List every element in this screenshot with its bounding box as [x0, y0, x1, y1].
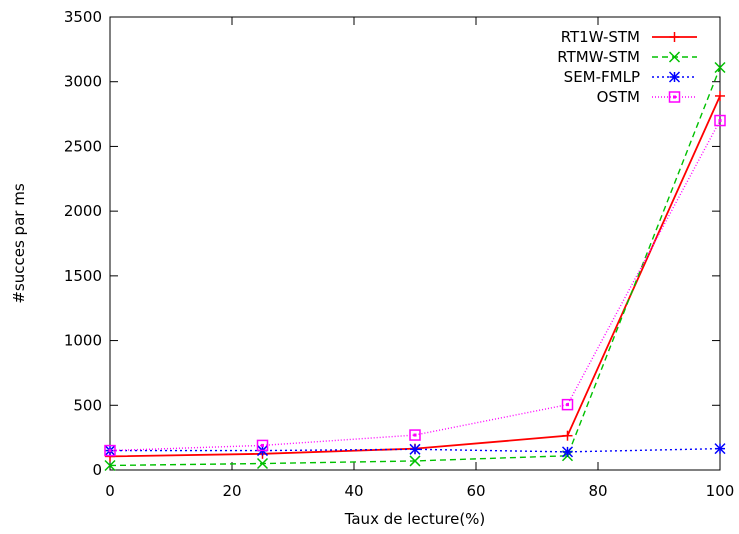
legend-label-2: SEM-FMLP	[564, 68, 640, 86]
x-tick-label: 100	[706, 482, 735, 500]
data-point-3-0	[104, 444, 116, 457]
y-tick-label: 2500	[64, 137, 102, 155]
y-tick-label: 3000	[64, 73, 102, 91]
legend-marker-3	[668, 91, 681, 103]
data-point-1-0	[104, 459, 116, 472]
data-point-3-2	[409, 429, 421, 441]
y-axis-title: #succes par ms	[10, 183, 28, 303]
y-tick-label: 3500	[64, 8, 102, 26]
legend-marker-1	[668, 51, 681, 63]
data-point-2-4	[714, 443, 726, 455]
x-tick-label: 80	[588, 482, 607, 500]
data-point-1-4	[714, 61, 726, 74]
data-point-0-3	[562, 430, 573, 441]
x-tick-label: 0	[105, 482, 115, 500]
data-point-0-4	[715, 90, 725, 101]
data-point-2-3	[561, 446, 574, 458]
data-point-3-1	[256, 439, 269, 452]
y-tick-label: 0	[92, 461, 102, 479]
data-point-1-2	[409, 455, 421, 467]
x-tick-label: 40	[344, 482, 363, 500]
data-point-1-1	[256, 457, 269, 470]
y-tick-label: 2000	[64, 202, 102, 220]
y-tick-label: 1000	[64, 332, 102, 350]
y-tick-label: 1500	[64, 267, 102, 285]
legend-marker-2	[668, 71, 681, 83]
legend: RT1W-STM RTMW-STM SEM-FMLP OSTM	[557, 28, 697, 106]
x-axis-title: Taux de lecture(%)	[344, 510, 486, 528]
y-tick-label: 500	[73, 396, 102, 414]
plot-area: 0 500 1000 1500 2000 2500 3000 3500 0 20 40 60 80 100	[64, 8, 735, 500]
legend-label-1: RTMW-STM	[557, 48, 640, 66]
plot-frame	[109, 16, 721, 471]
data-point-2-2	[409, 443, 421, 455]
data-point-3-4	[714, 114, 726, 127]
legend-marker-0	[669, 32, 680, 42]
legend-label-0: RT1W-STM	[561, 28, 640, 46]
x-tick-label: 60	[466, 482, 485, 500]
legend-label-3: OSTM	[597, 88, 640, 106]
data-point-3-3	[561, 398, 574, 411]
x-tick-label: 20	[222, 482, 241, 500]
